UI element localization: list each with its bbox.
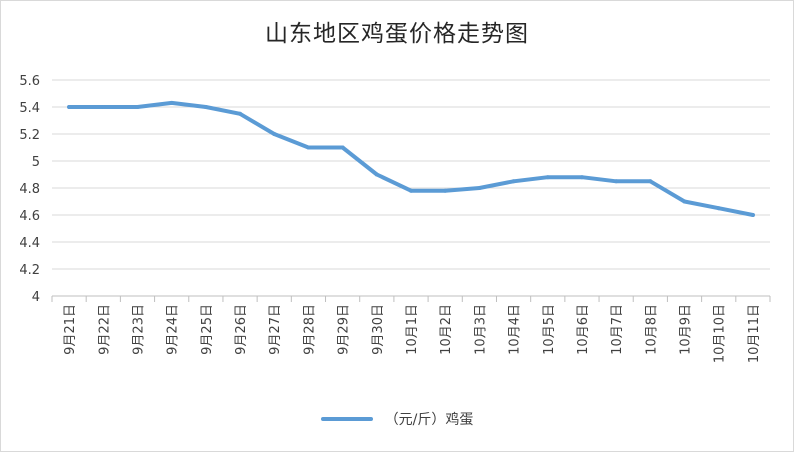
data-point-7	[306, 145, 311, 150]
x-tick-label-20: 10月11日	[747, 304, 762, 363]
x-axis	[51, 295, 771, 302]
x-tick-label-17: 10月8日	[644, 304, 659, 355]
x-tick-label-15: 10月6日	[576, 304, 591, 355]
data-point-20	[750, 213, 755, 217]
x-tick-label-11: 10月2日	[439, 304, 454, 355]
y-tick-label-6: 5.2	[19, 128, 40, 143]
x-tick-label-13: 10月4日	[508, 304, 523, 355]
x-tick-label-8: 9月29日	[337, 304, 352, 355]
chart-title: 山东地区鸡蛋价格走势图	[265, 21, 529, 47]
data-point-8	[340, 145, 345, 150]
y-axis-tick-labels: 4 4.2 4.4 4.6 4.8 5 5.2 5.4 5.6	[19, 74, 40, 305]
data-point-0	[67, 105, 72, 109]
x-tick-label-18: 10月9日	[679, 304, 694, 355]
legend-swatch	[320, 417, 373, 421]
data-point-15	[579, 175, 584, 180]
y-tick-label-0: 4	[32, 290, 40, 305]
data-point-17	[648, 179, 653, 184]
x-tick-label-7: 9月28日	[302, 304, 317, 355]
data-point-9	[374, 172, 379, 177]
series-layer	[67, 100, 755, 217]
x-tick-label-10: 10月1日	[405, 304, 420, 355]
data-point-11	[443, 188, 448, 193]
x-tick-label-0: 9月21日	[63, 304, 78, 355]
x-tick-label-6: 9月27日	[268, 304, 283, 355]
x-axis-tick-labels: 9月21日 9月22日 9月23日 9月24日 9月25日 9月26日 9月27日 9月28日…	[63, 304, 762, 363]
x-tick-label-12: 10月3日	[473, 304, 488, 355]
legend-label: （元/斤）鸡蛋	[384, 412, 474, 428]
series-line-0	[67, 100, 755, 217]
data-point-12	[477, 186, 482, 190]
x-tick-label-5: 9月26日	[234, 304, 249, 355]
x-tick-label-14: 10月5日	[542, 304, 557, 355]
x-tick-label-3: 9月24日	[166, 304, 181, 355]
data-point-2	[135, 105, 140, 109]
data-point-18	[682, 199, 687, 204]
gridlines	[52, 79, 770, 297]
data-point-3	[169, 100, 174, 105]
x-tick-label-1: 9月22日	[97, 304, 112, 355]
x-tick-label-2: 9月23日	[131, 304, 146, 355]
y-tick-label-5: 5	[32, 155, 40, 170]
data-point-19	[716, 206, 721, 211]
data-point-4	[203, 105, 208, 109]
data-point-5	[238, 111, 243, 116]
y-tick-label-7: 5.4	[19, 101, 40, 116]
x-tick-label-19: 10月10日	[713, 304, 728, 363]
y-tick-label-2: 4.4	[19, 236, 40, 251]
y-tick-label-4: 4.8	[19, 182, 40, 197]
x-tick-label-4: 9月25日	[200, 304, 215, 355]
data-point-16	[614, 179, 619, 184]
y-tick-label-8: 5.6	[19, 74, 40, 89]
data-point-6	[272, 132, 277, 136]
data-point-14	[545, 175, 550, 180]
y-tick-label-3: 4.6	[19, 209, 40, 224]
data-point-10	[409, 188, 413, 193]
data-point-13	[511, 179, 516, 184]
x-tick-label-16: 10月7日	[610, 304, 625, 355]
y-tick-label-1: 4.2	[19, 263, 40, 278]
legend: （元/斤）鸡蛋	[0, 409, 794, 429]
x-tick-label-9: 9月30日	[371, 304, 386, 355]
data-point-1	[101, 105, 106, 109]
